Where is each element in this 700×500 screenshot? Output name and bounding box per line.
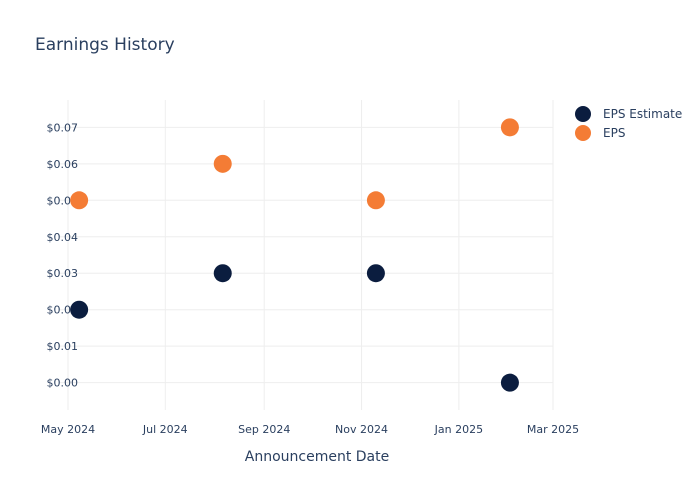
y-tick-label: $0.05 bbox=[47, 194, 79, 207]
legend-label: EPS Estimate bbox=[603, 107, 682, 121]
gridlines bbox=[60, 100, 554, 410]
data-points bbox=[70, 118, 519, 392]
y-tick-label: $0.00 bbox=[47, 377, 79, 390]
legend-marker bbox=[575, 125, 591, 141]
eps-point bbox=[500, 118, 519, 137]
x-tick-label: Nov 2024 bbox=[335, 423, 388, 436]
x-tick-label: Jul 2024 bbox=[142, 423, 188, 436]
x-tick-label: May 2024 bbox=[41, 423, 95, 436]
eps-estimate-point bbox=[213, 264, 232, 283]
eps-estimate-point bbox=[500, 373, 519, 392]
y-tick-label: $0.01 bbox=[47, 340, 79, 353]
eps-point bbox=[70, 191, 89, 210]
y-tick-label: $0.04 bbox=[47, 231, 79, 244]
legend-label: EPS bbox=[603, 126, 625, 140]
y-axis-ticks: $0.00 $0.01 $0.02 $0.03 $0.04 $0.05 $0.06 $0.07 bbox=[47, 121, 79, 389]
eps-point bbox=[366, 191, 385, 210]
x-tick-label: Jan 2025 bbox=[434, 423, 483, 436]
y-tick-label: $0.03 bbox=[47, 267, 79, 280]
x-tick-label: Mar 2025 bbox=[527, 423, 579, 436]
eps-estimate-point bbox=[70, 300, 89, 319]
y-tick-label: $0.02 bbox=[47, 304, 79, 317]
y-tick-label: $0.06 bbox=[47, 158, 79, 171]
y-tick-label: $0.07 bbox=[47, 121, 79, 134]
x-axis-title: Announcement Date bbox=[245, 449, 389, 465]
x-axis-ticks: May 2024 Jul 2024 Sep 2024 Nov 2024 Jan 2025… bbox=[41, 423, 579, 436]
x-tick-label: Sep 2024 bbox=[238, 423, 290, 436]
legend-marker bbox=[575, 106, 591, 122]
chart-title: Earnings History bbox=[35, 35, 175, 55]
legend: EPS Estimate EPS bbox=[575, 106, 682, 141]
eps-point bbox=[213, 154, 232, 173]
eps-estimate-point bbox=[366, 264, 385, 283]
